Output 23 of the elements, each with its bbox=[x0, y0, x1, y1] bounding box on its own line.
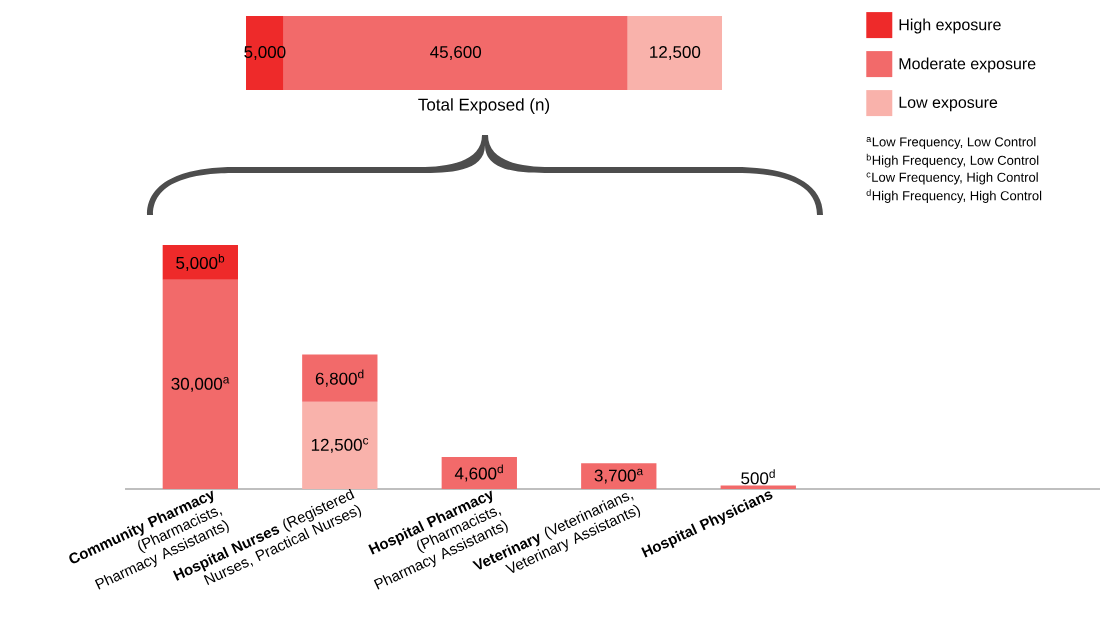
text: $^{b}$High Frequency, Low Control bbox=[866, 153, 1039, 168]
x-axis-title: Total Exposed (n) bbox=[418, 98, 550, 115]
bar bbox=[581, 463, 657, 489]
data-label: 30,000$^{a}$ bbox=[171, 377, 230, 392]
legend-label: High exposure bbox=[899, 18, 1001, 34]
legend-label: Low exposure bbox=[899, 96, 998, 112]
data-label: 6,800$^{d}$ bbox=[315, 369, 364, 387]
data-label: 12,500 bbox=[650, 45, 701, 61]
text: $^{a}$Low Frequency, Low Control bbox=[866, 136, 1036, 150]
data-label: 3,700$^{a}$ bbox=[594, 468, 644, 484]
data-label: 12,500$^{c}$ bbox=[311, 438, 369, 453]
data-label: 5,000$^{b}$ bbox=[176, 253, 225, 271]
bar bbox=[302, 354, 378, 402]
text: $^{c}$Low Frequency, High Control bbox=[866, 172, 1038, 185]
data-label: 500$^{d}$ bbox=[741, 469, 775, 485]
data-label: 45,600 bbox=[430, 45, 482, 61]
data-label: 4,600$^{d}$ bbox=[454, 464, 503, 482]
bar bbox=[162, 244, 238, 280]
text: $^{d}$High Frequency, High Control bbox=[866, 189, 1042, 203]
legend-label: Moderate exposure bbox=[899, 57, 1036, 73]
bar bbox=[441, 456, 517, 489]
bar bbox=[302, 401, 378, 489]
bar bbox=[162, 279, 238, 489]
